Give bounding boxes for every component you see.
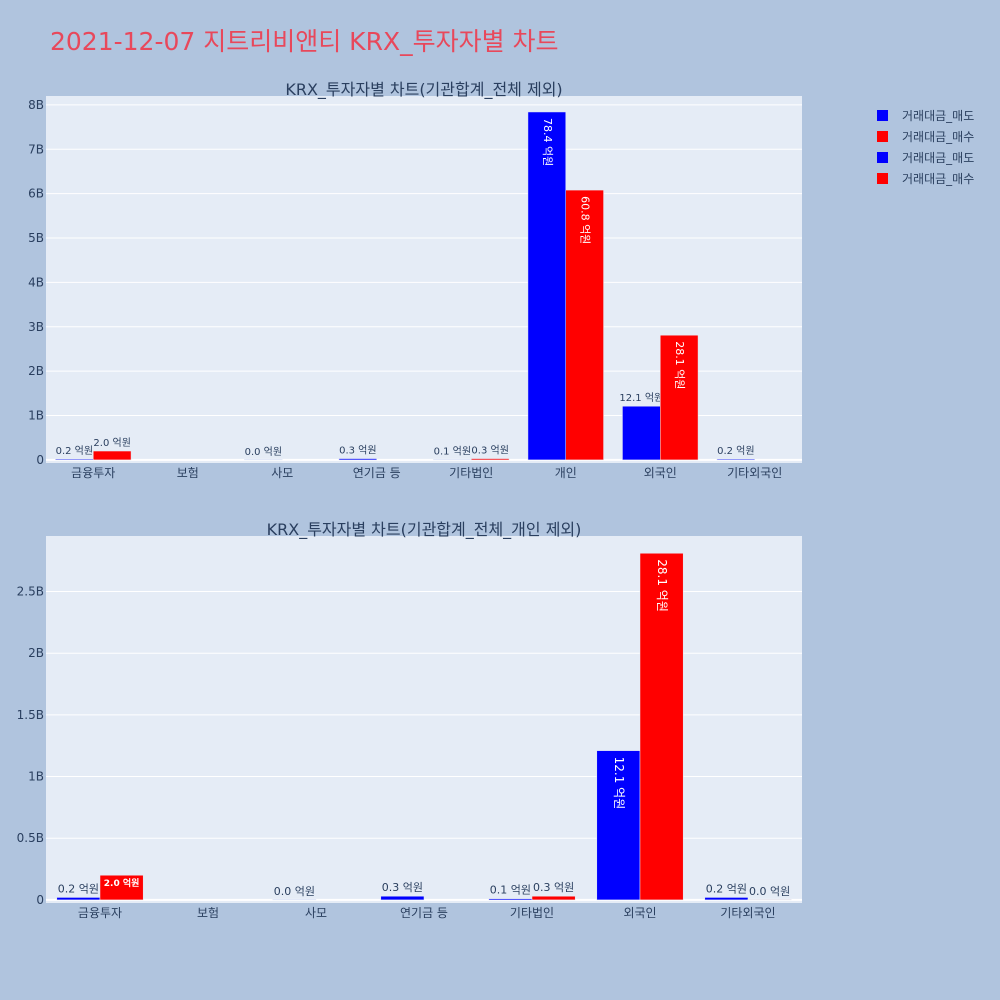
x-tick-label: 기타법인 — [449, 466, 493, 480]
bar — [488, 898, 533, 901]
bar — [433, 459, 472, 461]
data-label: 0.3 억원 — [533, 881, 574, 894]
data-label: 0.2 억원 — [56, 445, 93, 457]
y-tick-label: 2B — [28, 364, 44, 378]
y-tick-label: 8B — [28, 98, 44, 112]
bar — [99, 874, 144, 901]
legend-swatch — [877, 173, 888, 184]
x-tick-label: 개인 — [555, 466, 577, 480]
bar — [660, 334, 699, 461]
y-tick-label: 4B — [28, 275, 44, 289]
data-label: 12.1 억원 — [612, 757, 626, 810]
data-label: 0.2 억원 — [717, 445, 754, 457]
x-tick-label: 보험 — [197, 906, 219, 920]
y-tick-label: 2B — [28, 646, 44, 660]
legend-swatch — [877, 152, 888, 163]
x-tick-label: 사모 — [271, 466, 293, 480]
bar — [56, 897, 101, 901]
data-label: 28.1 억원 — [673, 341, 686, 389]
data-label: 28.1 억원 — [655, 559, 669, 612]
x-tick-label: 보험 — [177, 466, 199, 480]
y-tick-label: 0 — [36, 453, 44, 467]
data-label: 0.2 억원 — [58, 882, 99, 895]
data-label: 0.0 억원 — [749, 885, 790, 898]
bar — [704, 897, 749, 901]
bar — [55, 458, 94, 461]
bar — [93, 450, 132, 461]
data-label: 78.4 억원 — [541, 118, 554, 166]
data-label: 2.0 억원 — [104, 877, 140, 889]
legend-item: 거래대금_매도 — [902, 151, 974, 165]
x-tick-label: 외국인 — [644, 466, 677, 480]
y-tick-label: 1B — [28, 409, 44, 423]
bar — [338, 458, 378, 461]
bar — [531, 895, 576, 901]
y-tick-label: 7B — [28, 142, 44, 156]
bar — [622, 405, 661, 461]
data-label: 0.0 억원 — [245, 446, 282, 458]
y-tick-label: 5B — [28, 231, 44, 245]
legend-item: 거래대금_매수 — [902, 172, 974, 186]
data-label: 0.2 억원 — [706, 882, 747, 895]
legend-swatch — [877, 131, 888, 142]
x-tick-label: 기타법인 — [510, 906, 554, 920]
y-tick-label: 1B — [28, 770, 44, 784]
legend-item: 거래대금_매수 — [902, 130, 974, 144]
bar — [471, 458, 510, 461]
y-tick-label: 2.5B — [17, 585, 44, 599]
data-label: 0.1 억원 — [434, 445, 471, 457]
bar — [716, 458, 756, 461]
x-tick-label: 연기금 등 — [353, 466, 401, 480]
y-tick-label: 0 — [36, 893, 44, 907]
legend-item: 거래대금_매도 — [902, 109, 974, 123]
data-label: 60.8 억원 — [579, 196, 592, 244]
data-label: 0.0 억원 — [274, 885, 315, 898]
data-label: 0.3 억원 — [471, 445, 508, 457]
x-tick-label: 기타외국인 — [720, 906, 775, 920]
x-tick-label: 기타외국인 — [727, 466, 782, 480]
x-tick-label: 금융투자 — [71, 466, 115, 480]
bar — [380, 895, 425, 901]
x-tick-label: 연기금 등 — [400, 906, 448, 920]
x-tick-label: 외국인 — [623, 906, 656, 920]
data-label: 12.1 억원 — [619, 392, 663, 404]
bar — [272, 899, 317, 901]
chart-title-2: KRX_투자자별 차트(기관합계_전체_개인 제외) — [267, 520, 582, 540]
x-tick-label: 사모 — [305, 906, 327, 920]
y-tick-label: 6B — [28, 187, 44, 201]
bar — [244, 459, 283, 461]
bar — [639, 553, 684, 901]
y-tick-label: 3B — [28, 320, 44, 334]
bar — [527, 111, 567, 461]
bar — [747, 899, 792, 901]
x-tick-label: 금융투자 — [78, 906, 122, 920]
chart-title-1: KRX_투자자별 차트(기관합계_전체 제외) — [285, 80, 562, 100]
data-label: 0.3 억원 — [382, 881, 423, 894]
data-label: 0.1 억원 — [490, 884, 531, 897]
page-title: 2021-12-07 지트리비앤티 KRX_투자자별 차트 — [50, 27, 559, 56]
y-tick-label: 0.5B — [17, 831, 44, 845]
legend-swatch — [877, 110, 888, 121]
y-tick-label: 1.5B — [17, 708, 44, 722]
data-label: 0.3 억원 — [339, 445, 376, 457]
data-label: 2.0 억원 — [93, 437, 130, 449]
bar — [565, 189, 604, 461]
